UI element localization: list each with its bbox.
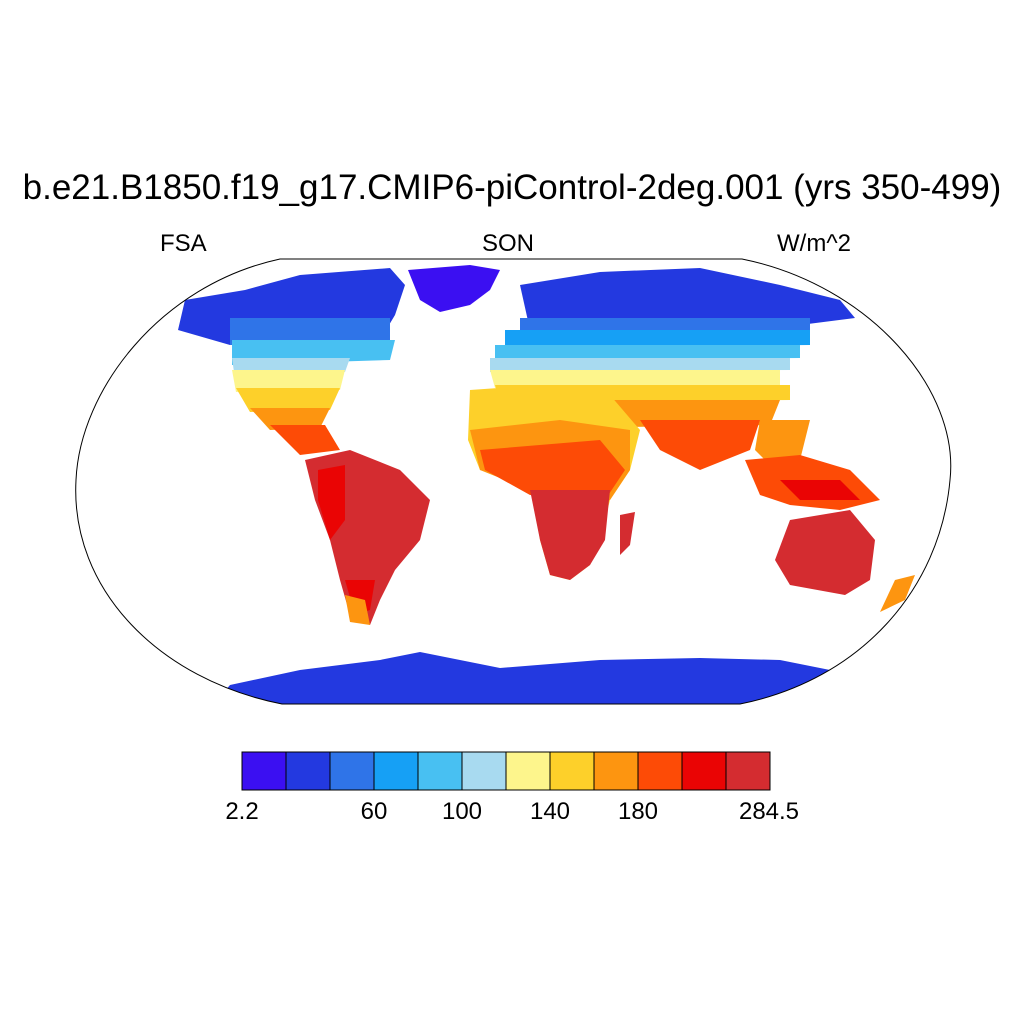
australia-region: [775, 510, 915, 612]
colorbar-label-0: 2.2: [225, 798, 259, 825]
colorbar-label-5: 284.5: [738, 798, 800, 825]
map-title: b.e21.B1850.f19_g17.CMIP6-piControl-2deg…: [22, 168, 1002, 207]
colorbar-swatch-11: [725, 751, 771, 791]
colorbar-swatch-4: [417, 751, 463, 791]
colorbar-swatch-0: [241, 751, 287, 791]
antarctica-region: [200, 652, 830, 704]
colorbar: [241, 751, 771, 791]
colorbar-label-2: 100: [441, 798, 483, 825]
colorbar-label-1: 60: [360, 798, 388, 825]
colorbar-swatch-2: [329, 751, 375, 791]
colorbar-label-4: 180: [617, 798, 659, 825]
colorbar-swatch-6: [505, 751, 551, 791]
colorbar-swatch-9: [637, 751, 683, 791]
colorbar-swatch-7: [549, 751, 595, 791]
colorbar-swatch-1: [285, 751, 331, 791]
south-america-region: [305, 450, 430, 625]
colorbar-swatch-8: [593, 751, 639, 791]
map-boundary: [75, 258, 952, 705]
greenland-region: [408, 265, 500, 312]
season-label: SON: [482, 230, 535, 257]
colorbar-swatch-5: [461, 751, 507, 791]
north-america-region: [178, 268, 405, 455]
variable-label: FSA: [160, 230, 207, 257]
eurasia-region: [490, 268, 855, 470]
colorbar-swatch-3: [373, 751, 419, 791]
colorbar-swatch-10: [681, 751, 727, 791]
asia-islands-region: [745, 455, 880, 510]
units-label: W/m^2: [777, 230, 851, 257]
colorbar-label-3: 140: [529, 798, 571, 825]
africa-region: [468, 385, 640, 580]
